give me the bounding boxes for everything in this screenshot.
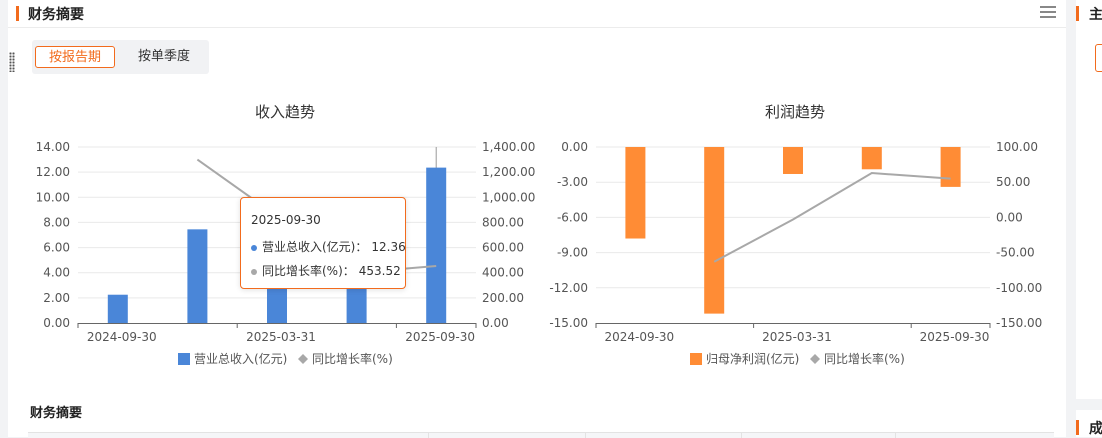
left-axis-tick-label: -9.00 — [557, 246, 588, 260]
legend-marker — [298, 354, 308, 364]
bar — [625, 147, 646, 239]
bar — [187, 229, 208, 323]
bar — [267, 282, 287, 323]
side-panel-main: 主 — [1076, 0, 1102, 399]
left-axis-tick-label: 12.00 — [36, 165, 70, 179]
left-axis-tick-label: 0.00 — [561, 140, 588, 154]
side-accent-bar — [1076, 6, 1079, 21]
right-axis-tick-label: 600.00 — [482, 241, 524, 255]
drag-handle-icon[interactable] — [9, 52, 15, 72]
list-menu-icon[interactable] — [1040, 6, 1056, 20]
right-axis-tick-label: -50.00 — [996, 246, 1035, 260]
tooltip-date: 2025-09-30 — [251, 213, 321, 227]
right-axis-tick-label: 400.00 — [482, 266, 524, 280]
x-axis-tick-label: 2025-03-31 — [762, 330, 832, 344]
left-axis-tick-label: 2.00 — [43, 291, 70, 305]
tooltip-row-revenue: 营业总收入(亿元)： 12.36 — [251, 238, 406, 255]
panel-title: 财务摘要 — [28, 7, 84, 23]
legend-label: 同比增长率(%) — [824, 351, 905, 366]
right-axis-tick-label: 100.00 — [996, 140, 1038, 154]
legend-swatch — [178, 353, 190, 365]
side-panel-title: 主 — [1089, 7, 1102, 23]
header-accent-bar — [16, 6, 19, 21]
right-axis-tick-label: -100.00 — [996, 281, 1042, 295]
tab-by-report-period[interactable]: 按报告期 — [35, 46, 115, 68]
bar — [704, 147, 725, 314]
left-axis-tick-label: 10.00 — [36, 190, 70, 204]
legend-marker — [810, 354, 820, 364]
x-axis-tick-label: 2025-09-30 — [920, 330, 990, 344]
summary-table-header — [28, 432, 1054, 438]
left-axis-tick-label: -15.00 — [549, 316, 588, 330]
legend-label: 归母净利润(亿元) — [706, 351, 799, 366]
left-axis-tick-label: 8.00 — [43, 215, 70, 229]
chart-title: 收入趋势 — [255, 103, 315, 121]
right-axis-tick-label: 1,000.00 — [482, 190, 535, 204]
chart-tooltip: 2025-09-30 营业总收入(亿元)： 12.36 同比增长率(%)： 453.… — [240, 197, 406, 289]
x-axis-tick-label: 2025-09-30 — [405, 330, 475, 344]
right-axis-tick-label: 1,200.00 — [482, 165, 535, 179]
left-axis-tick-label: -6.00 — [557, 210, 588, 224]
left-axis-tick-label: -3.00 — [557, 175, 588, 189]
tooltip-value: 12.36 — [371, 240, 406, 254]
x-axis-tick-label: 2024-09-30 — [87, 330, 157, 344]
legend-label: 同比增长率(%) — [312, 351, 393, 366]
left-axis-tick-label: 4.00 — [43, 266, 70, 280]
legend-swatch — [690, 353, 702, 365]
left-axis-tick-label: 0.00 — [43, 316, 70, 330]
period-tabs: 按报告期 按单季度 — [32, 40, 209, 74]
right-axis-tick-label: 1,400.00 — [482, 140, 535, 154]
tooltip-value: 453.52 — [358, 264, 401, 278]
chart-title: 利润趋势 — [765, 103, 825, 121]
right-axis-tick-label: 0.00 — [996, 210, 1023, 224]
left-axis-tick-label: 6.00 — [43, 241, 70, 255]
left-axis-tick-label: -12.00 — [549, 281, 588, 295]
bar — [940, 147, 961, 187]
tooltip-label: 营业总收入(亿元)： — [262, 240, 368, 254]
section-title: 财务摘要 — [30, 406, 83, 421]
side-accent-bar — [1076, 420, 1079, 435]
side-tab-button[interactable] — [1095, 44, 1102, 72]
tooltip-dot-icon — [251, 268, 257, 275]
side-panel-secondary: 成 — [1076, 410, 1102, 437]
bar — [783, 147, 803, 174]
charts-area: 收入趋势 14.00 12.00 10.00 8.00 6.00 4.00 2.00 0.00 1… — [36, 103, 1043, 366]
bar — [107, 294, 128, 323]
right-axis-tick-label: 200.00 — [482, 291, 524, 305]
legend-label: 营业总收入(亿元) — [194, 351, 287, 366]
bar — [861, 147, 882, 170]
right-axis-tick-label: 800.00 — [482, 215, 524, 229]
panel-header: 财务摘要 — [8, 0, 1066, 28]
tooltip-label: 同比增长率(%)： — [262, 264, 355, 278]
bar — [426, 167, 447, 323]
tab-by-quarter[interactable]: 按单季度 — [137, 49, 190, 64]
side-panel-title: 成 — [1089, 421, 1102, 437]
tooltip-row-growth: 同比增长率(%)： 453.52 — [251, 262, 401, 279]
left-axis-tick-label: 14.00 — [36, 140, 70, 154]
right-axis-tick-label: -150.00 — [996, 316, 1042, 330]
x-axis-tick-label: 2025-03-31 — [246, 330, 316, 344]
growth-rate-line — [713, 172, 951, 263]
right-axis-tick-label: 0.00 — [482, 316, 509, 330]
right-axis-tick-label: 50.00 — [996, 175, 1030, 189]
tooltip-dot-icon — [251, 244, 257, 251]
bar — [346, 281, 367, 323]
financial-summary-panel: 财务摘要 按报告期 按单季度 收入趋势 14.00 12.00 10.00 8.00 6.… — [8, 0, 1066, 438]
x-axis-tick-label: 2024-09-30 — [604, 330, 674, 344]
